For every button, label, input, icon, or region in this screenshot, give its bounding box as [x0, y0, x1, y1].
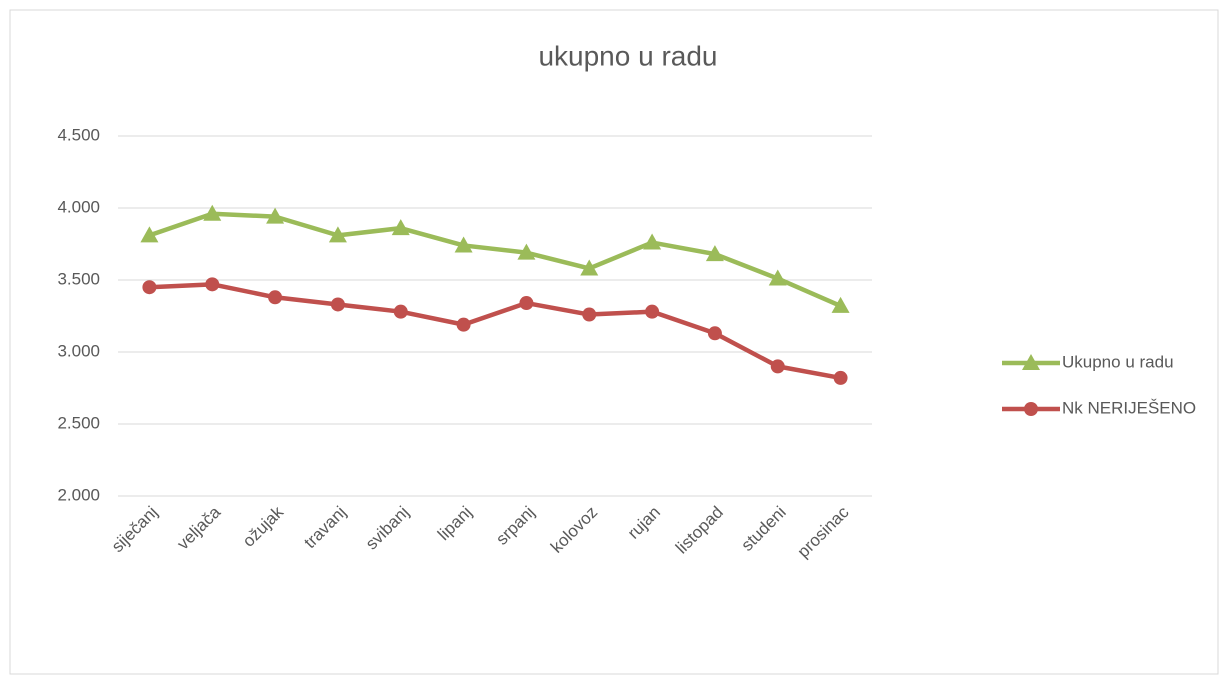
chart-border	[9, 9, 1219, 675]
marker	[454, 236, 473, 253]
marker	[140, 226, 159, 243]
marker	[770, 359, 785, 374]
marker	[203, 204, 222, 221]
marker	[205, 277, 220, 292]
y-tick-label: 3.500	[57, 269, 100, 288]
marker	[393, 304, 408, 319]
legend-label: Ukupno u radu	[1062, 352, 1174, 371]
marker	[328, 226, 347, 243]
marker	[582, 307, 597, 322]
series-line	[149, 282, 841, 381]
marker	[768, 269, 787, 286]
y-tick-label: 3.000	[57, 341, 100, 360]
marker	[519, 296, 534, 311]
y-tick-label: 4.000	[57, 197, 100, 216]
marker	[705, 245, 724, 262]
marker	[707, 326, 722, 341]
marker	[456, 317, 471, 332]
legend-label: Nk NERIJEŠENO	[1062, 398, 1196, 417]
marker	[1024, 402, 1038, 416]
y-tick-label: 2.000	[57, 485, 100, 504]
marker	[330, 297, 345, 312]
marker	[643, 233, 662, 250]
marker	[831, 296, 850, 313]
marker	[268, 290, 283, 305]
marker	[833, 370, 848, 385]
y-tick-label: 4.500	[57, 125, 100, 144]
marker	[645, 304, 660, 319]
chart-title: ukupno u radu	[538, 40, 717, 71]
y-tick-label: 2.500	[57, 413, 100, 432]
series-line	[148, 211, 842, 308]
marker	[391, 219, 410, 236]
marker	[1022, 354, 1040, 370]
marker	[517, 243, 536, 260]
marker	[580, 259, 599, 276]
marker	[266, 207, 285, 224]
marker	[142, 280, 157, 295]
